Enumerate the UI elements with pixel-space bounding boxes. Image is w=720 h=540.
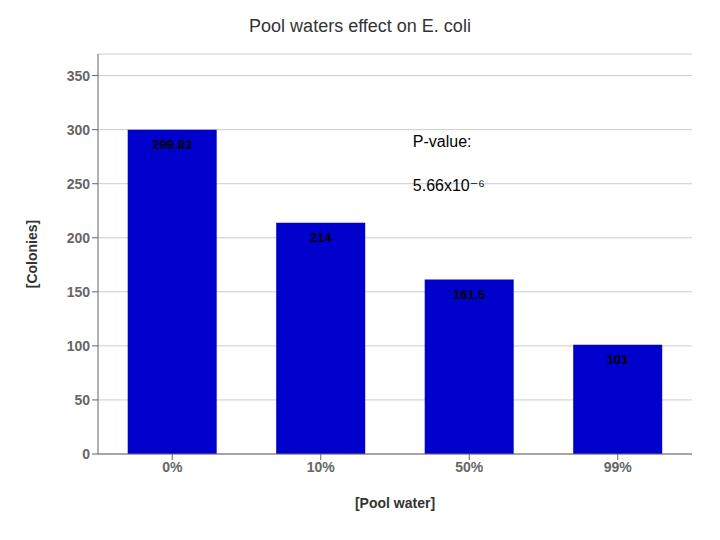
svg-text:214: 214	[310, 230, 332, 245]
svg-text:[Colonies]: [Colonies]	[24, 220, 40, 288]
svg-text:250: 250	[67, 176, 91, 192]
html-text:Pool waters effect on E. coli: Pool waters effect on E. coli	[249, 16, 471, 36]
svg-text:50%: 50%	[455, 459, 484, 475]
svg-text:150: 150	[67, 284, 91, 300]
svg-text:0%: 0%	[162, 459, 183, 475]
html-text:P-value:: P-value:	[412, 133, 472, 150]
svg-text:0: 0	[82, 446, 90, 462]
svg-text:200: 200	[67, 230, 91, 246]
svg-text:299.83: 299.83	[152, 137, 192, 152]
svg-text:300: 300	[67, 122, 91, 138]
svg-text:350: 350	[67, 68, 91, 84]
svg-text:99%: 99%	[604, 459, 633, 475]
svg-text:100: 100	[67, 338, 91, 354]
svg-text:10%: 10%	[307, 459, 336, 475]
svg-text:50: 50	[74, 392, 90, 408]
html-text:5.66x10⁻⁶: 5.66x10⁻⁶	[412, 177, 485, 194]
svg-text:[Pool water]: [Pool water]	[355, 495, 435, 511]
svg-text:161.5: 161.5	[453, 287, 486, 302]
svg-text:101: 101	[607, 352, 629, 367]
